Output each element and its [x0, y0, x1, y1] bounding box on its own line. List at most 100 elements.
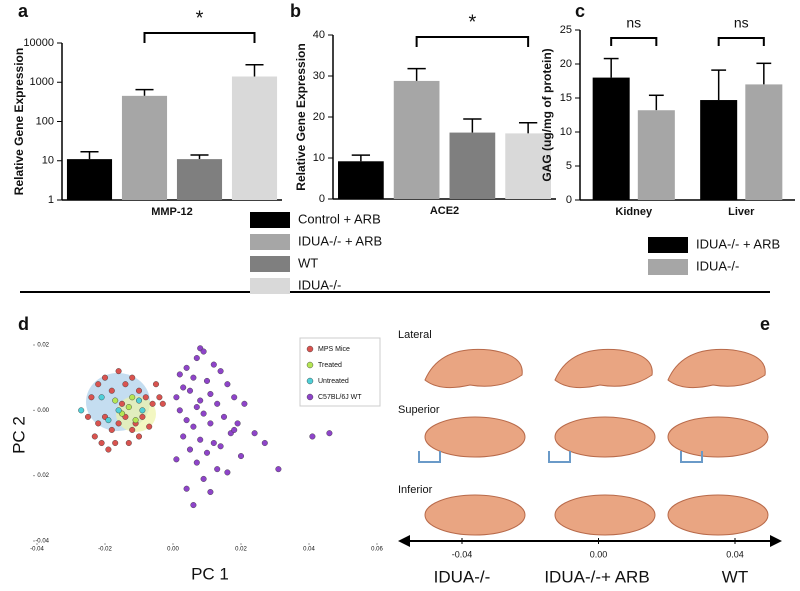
point: [84, 413, 91, 420]
point: [224, 469, 231, 476]
y-tick-label: 0.00: [37, 408, 49, 414]
bar: [745, 84, 783, 200]
point: [156, 394, 163, 401]
x-tick-label: -0.04: [452, 549, 473, 559]
legend-label: C57BL/6J WT: [318, 394, 362, 401]
row-label: Inferior: [398, 484, 433, 496]
point: [237, 453, 244, 460]
y-tick-label: 0.02: [37, 343, 49, 349]
bar: [592, 77, 630, 200]
point: [214, 466, 221, 473]
point: [183, 364, 190, 371]
point: [146, 423, 153, 430]
x-tick-label: 0.06: [371, 547, 383, 553]
point: [251, 430, 258, 437]
point: [234, 420, 241, 427]
legend-swatch: [250, 256, 290, 272]
point: [210, 440, 217, 447]
y-tick-label: 10: [313, 152, 325, 164]
legend-label: IDUA-/-: [298, 277, 341, 292]
x-tick-label: MMP-12: [151, 206, 193, 218]
y-axis-label: Relative Gene Expression: [294, 43, 308, 190]
legend-label: Control + ARB: [298, 211, 381, 226]
bar: [231, 76, 278, 200]
row-label: Lateral: [398, 329, 432, 341]
x-tick-label: 0.04: [726, 549, 744, 559]
point: [98, 394, 105, 401]
point: [326, 430, 333, 437]
point: [135, 433, 142, 440]
legend-label: Treated: [318, 362, 342, 369]
legend-marker: [306, 393, 314, 401]
point: [135, 387, 142, 394]
x-tick-label: Liver: [728, 206, 755, 218]
point: [149, 400, 156, 407]
y-axis-label: Relative Gene Expression: [12, 48, 26, 195]
point: [231, 426, 238, 433]
point: [129, 374, 136, 381]
legend-swatch: [648, 237, 688, 253]
y-tick-label: 1000: [30, 76, 54, 88]
point: [220, 413, 227, 420]
point: [241, 400, 248, 407]
point: [207, 420, 214, 427]
point: [200, 348, 207, 355]
y-tick-label: 10: [560, 126, 572, 138]
point: [132, 417, 139, 424]
cluster-ellipse: [116, 396, 156, 432]
panel-letter: d: [18, 314, 29, 334]
point: [207, 489, 214, 496]
point: [159, 400, 166, 407]
y-tick-label: 10: [42, 155, 54, 167]
legend-marker: [306, 361, 314, 369]
point: [98, 440, 105, 447]
x-tick-label: -0.04: [30, 547, 44, 553]
y-tick-label: 20: [313, 111, 325, 123]
y-tick-label: 25: [560, 24, 572, 36]
x-tick-label: Kidney: [615, 206, 653, 218]
point: [115, 420, 122, 427]
y-axis-label: GAG (ug/mg of protein): [540, 48, 554, 181]
point: [152, 381, 159, 388]
point: [78, 407, 85, 414]
point: [115, 368, 122, 375]
point: [125, 404, 132, 411]
legend-label: WT: [298, 255, 318, 270]
bracket: [610, 37, 658, 46]
point: [261, 440, 268, 447]
bar: [637, 110, 675, 200]
legend-marker: [306, 377, 314, 385]
point: [88, 394, 95, 401]
point: [115, 407, 122, 414]
y-tick-label: 100: [36, 115, 54, 127]
legend-label: MPS Mice: [318, 346, 350, 353]
x-tick-label: ACE2: [430, 205, 459, 217]
bar: [176, 159, 223, 200]
y-tick-label: 0: [566, 194, 572, 206]
point: [135, 397, 142, 404]
point: [142, 394, 149, 401]
row-label: Superior: [398, 404, 440, 416]
column-label: IDUA-/-+ ARB: [544, 567, 649, 586]
point: [309, 433, 316, 440]
point: [214, 400, 221, 407]
point: [190, 502, 197, 509]
bar: [700, 100, 738, 200]
panel-letter: e: [760, 314, 770, 334]
bracket: [717, 37, 765, 46]
point: [112, 397, 119, 404]
point: [122, 381, 129, 388]
y-tick-label: 40: [313, 29, 325, 41]
point: [207, 391, 214, 398]
x-tick-label: 0.00: [167, 547, 179, 553]
legend-label: IDUA-/- + ARB: [696, 236, 780, 251]
point: [125, 440, 132, 447]
significance: ns: [734, 15, 749, 31]
point: [193, 404, 200, 411]
point: [190, 423, 197, 430]
point: [112, 440, 119, 447]
panel-letter: a: [18, 1, 29, 21]
point: [129, 426, 136, 433]
point: [210, 361, 217, 368]
